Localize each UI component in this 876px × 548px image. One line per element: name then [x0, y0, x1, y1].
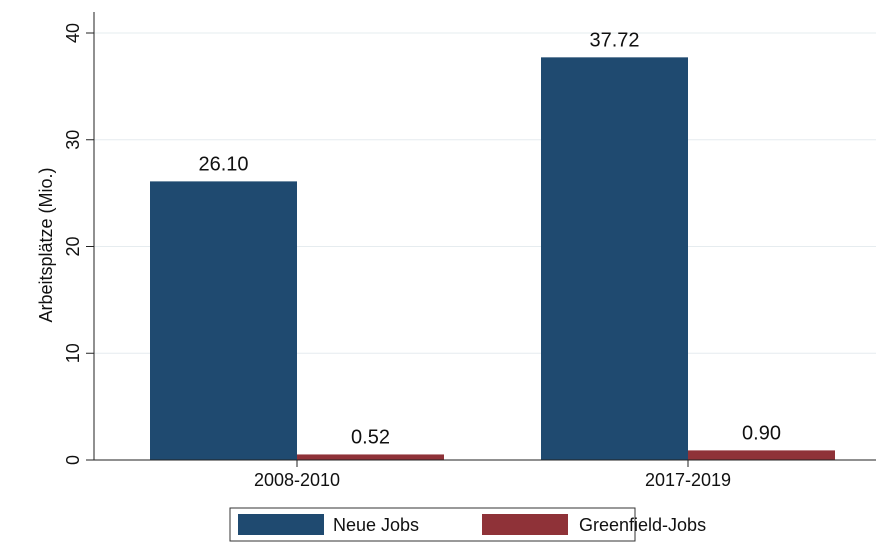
y-tick-label: 40 — [63, 23, 83, 43]
y-tick-label: 30 — [63, 130, 83, 150]
x-tick-label: 2017-2019 — [645, 470, 731, 490]
bar-neue-jobs — [541, 57, 688, 461]
data-label: 0.52 — [351, 426, 390, 448]
legend-label-neue-jobs: Neue Jobs — [333, 515, 419, 535]
axes: 0 10 20 30 40 2008-2010 2017-2019 — [63, 12, 876, 490]
y-tick-label: 20 — [63, 236, 83, 256]
bar-neue-jobs — [150, 181, 297, 460]
y-tick-label: 0 — [63, 455, 83, 465]
legend-swatch-greenfield-jobs — [482, 514, 568, 535]
bars — [150, 57, 835, 461]
legend-label-greenfield-jobs: Greenfield-Jobs — [579, 515, 706, 535]
legend-swatch-neue-jobs — [238, 514, 324, 535]
data-labels: 26.10 0.52 37.72 0.90 — [198, 29, 781, 448]
data-label: 26.10 — [198, 153, 248, 175]
x-tick-label: 2008-2010 — [254, 470, 340, 490]
bar-greenfield-jobs — [688, 450, 835, 460]
y-tick-label: 10 — [63, 343, 83, 363]
data-label: 37.72 — [589, 29, 639, 51]
legend: Neue Jobs Greenfield-Jobs — [229, 507, 706, 542]
y-axis-title: Arbeitsplätze (Mio.) — [36, 167, 56, 322]
data-label: 0.90 — [742, 422, 781, 444]
bar-greenfield-jobs — [297, 454, 444, 460]
